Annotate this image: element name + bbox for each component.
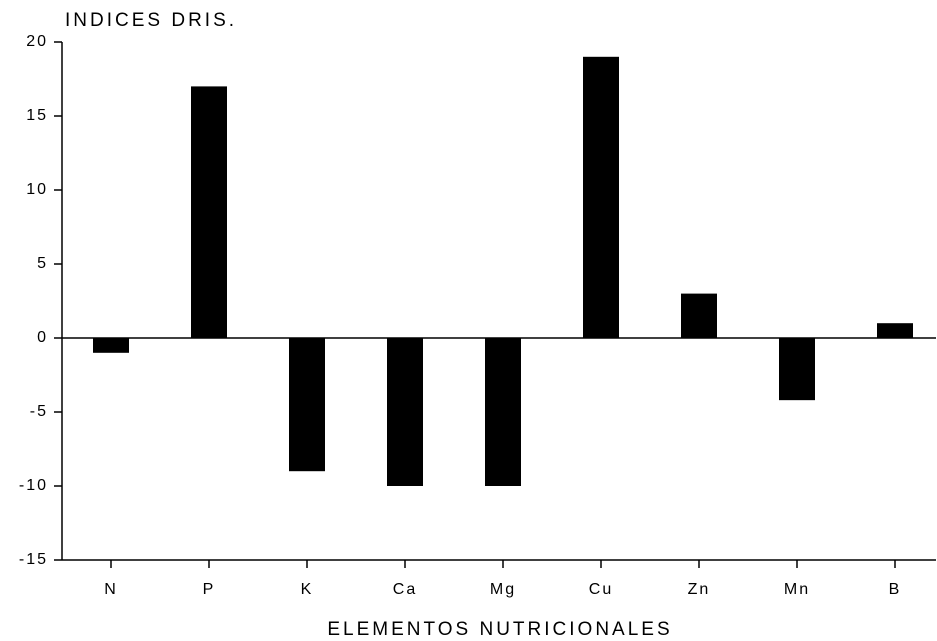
x-tick-label: Zn <box>688 581 711 598</box>
bar <box>877 323 913 338</box>
x-tick-label: N <box>104 581 118 598</box>
x-tick-label: Ca <box>393 581 417 598</box>
bar <box>191 86 227 339</box>
y-tick-label: -15 <box>19 551 48 568</box>
bar <box>485 338 521 486</box>
bar <box>681 293 717 338</box>
bar <box>289 338 325 472</box>
y-tick-label: 0 <box>37 329 48 346</box>
y-tick-label: -5 <box>30 403 48 420</box>
x-tick-label: Mg <box>490 581 516 598</box>
bar <box>93 338 129 353</box>
x-axis-title: ELEMENTOS NUTRICIONALES <box>327 619 672 640</box>
x-tick-label: Mn <box>784 581 810 598</box>
bar <box>583 56 619 339</box>
x-tick-label: P <box>203 581 216 598</box>
x-tick-label: Cu <box>589 581 613 598</box>
y-axis-title: INDICES DRIS. <box>65 10 237 31</box>
y-tick-label: 5 <box>37 255 48 272</box>
y-tick-label: -10 <box>19 477 48 494</box>
y-tick-label: 15 <box>26 107 48 124</box>
bar <box>387 338 423 486</box>
y-tick-label: 10 <box>26 181 48 198</box>
x-tick-label: K <box>301 581 314 598</box>
bar <box>779 338 815 401</box>
y-tick-label: 20 <box>26 33 48 50</box>
x-tick-label: B <box>889 581 902 598</box>
